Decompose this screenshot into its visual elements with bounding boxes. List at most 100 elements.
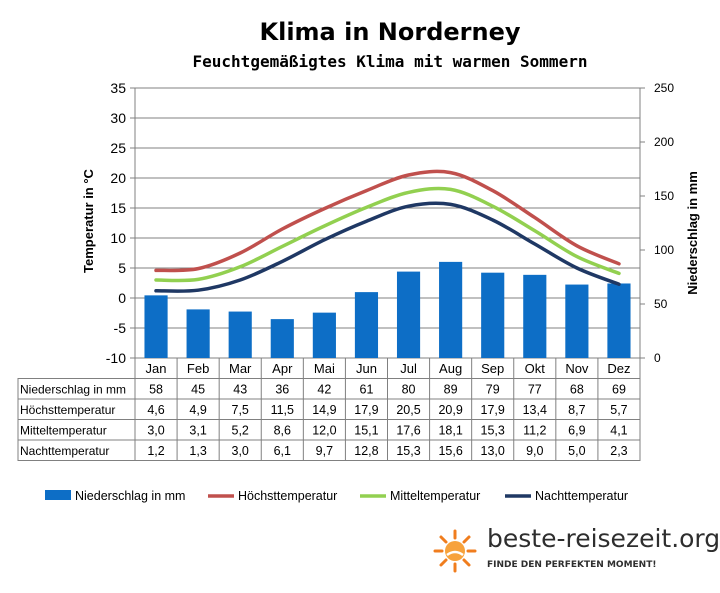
y-left-tick-label: 20: [110, 170, 126, 186]
precip-bar: [565, 284, 589, 358]
data-label: 2,3: [610, 444, 627, 458]
data-label: 11,5: [271, 403, 294, 417]
x-tick-label: Jun: [356, 361, 377, 376]
data-label: 3,0: [232, 444, 249, 458]
x-tick-label: Mai: [314, 361, 335, 376]
data-label: 20,5: [396, 403, 420, 417]
precip-bar: [354, 292, 379, 358]
x-tick-label: Jan: [146, 361, 167, 376]
data-label: 43: [233, 383, 247, 397]
data-label: 13,4: [523, 403, 547, 417]
brand-name: beste-reisezeit.org: [487, 524, 720, 553]
x-tick-label: Apr: [272, 361, 293, 376]
y-right-tick-label: 250: [654, 81, 674, 95]
data-label: 17,6: [396, 424, 420, 438]
y-left-tick-label: 10: [110, 230, 126, 246]
data-label: 12,0: [312, 424, 336, 438]
brand-slogan: FINDE DEN PERFEKTEN MOMENT!: [487, 560, 657, 570]
data-label: 5,2: [232, 424, 249, 438]
data-label: 9,7: [316, 444, 333, 458]
data-label: 9,0: [526, 444, 543, 458]
y-left-tick-label: 0: [118, 290, 126, 306]
brand-logo: beste-reisezeit.org FINDE DEN PERFEKTEN …: [432, 522, 720, 582]
x-tick-label: Jul: [400, 361, 417, 376]
data-label: 8,7: [568, 403, 585, 417]
data-label: 12,8: [354, 444, 378, 458]
data-label: 15,6: [438, 444, 462, 458]
y-left-tick-label: 35: [110, 80, 126, 96]
y-left-tick-label: -10: [106, 350, 126, 366]
y-left-tick-label: -5: [114, 320, 127, 336]
data-label: 69: [612, 383, 626, 397]
data-label: 6,9: [568, 424, 585, 438]
data-label: 14,9: [312, 403, 336, 417]
data-label: 8,6: [274, 424, 291, 438]
data-label: 7,5: [232, 403, 249, 417]
y-right-tick-label: 0: [654, 351, 661, 365]
x-tick-label: Aug: [439, 361, 462, 376]
data-label: 58: [149, 383, 163, 397]
series-line-mean: [154, 186, 621, 283]
y-left-axis-label: Temperatur in °C: [81, 168, 96, 273]
y-left-tick-label: 25: [110, 140, 126, 156]
data-label: 3,1: [189, 424, 206, 438]
legend-entry: Nachttemperatur: [535, 489, 628, 503]
legend-swatch: [45, 490, 71, 500]
y-right-axis-label: Niederschlag in mm: [685, 171, 700, 295]
data-label: 15,3: [396, 444, 420, 458]
page-title: Klima in Norderney: [259, 18, 521, 46]
table-row-label: Niederschlag in mm: [20, 383, 126, 397]
data-label: 17,9: [354, 403, 378, 417]
precip-bar: [439, 261, 463, 358]
table-row-label: Höchsttemperatur: [20, 403, 115, 417]
table-row-label: Nachttemperatur: [20, 444, 109, 458]
y-left-tick-label: 5: [118, 260, 126, 276]
data-label: 80: [402, 383, 416, 397]
page-subtitle: Feuchtgemäßigtes Klima mit warmen Sommer…: [192, 52, 588, 71]
data-label: 5,0: [568, 444, 585, 458]
data-label: 13,0: [481, 444, 505, 458]
precip-bar: [607, 283, 631, 358]
data-label: 61: [360, 383, 374, 397]
y-left-tick-label: 15: [110, 200, 126, 216]
legend-entry: Mitteltemperatur: [390, 489, 480, 503]
y-right-tick-label: 50: [654, 297, 668, 311]
data-label: 4,1: [610, 424, 627, 438]
precip-bar: [186, 309, 210, 358]
data-label: 5,7: [610, 403, 627, 417]
y-right-tick-label: 100: [654, 243, 674, 257]
data-label: 18,1: [438, 424, 462, 438]
data-label: 1,2: [147, 444, 164, 458]
x-tick-label: Dez: [607, 361, 630, 376]
y-right-tick-label: 200: [654, 135, 674, 149]
legend-entry: Höchsttemperatur: [238, 489, 337, 503]
sun-logo-icon: [433, 529, 477, 573]
data-label: 36: [275, 383, 289, 397]
data-label: 17,9: [481, 403, 505, 417]
precip-bar: [144, 295, 168, 358]
data-label: 45: [191, 383, 205, 397]
y-right-tick-label: 150: [654, 189, 674, 203]
data-label: 89: [444, 383, 458, 397]
data-label: 42: [317, 383, 331, 397]
x-tick-label: Mar: [229, 361, 252, 376]
legend-entry: Niederschlag in mm: [75, 489, 185, 503]
data-label: 1,3: [189, 444, 206, 458]
data-label: 77: [528, 383, 542, 397]
data-label: 11,2: [523, 424, 546, 438]
precip-bar: [523, 274, 547, 358]
precip-bar: [312, 312, 336, 358]
precip-bar: [228, 311, 252, 358]
x-tick-label: Nov: [565, 361, 589, 376]
data-label: 15,3: [481, 424, 505, 438]
x-tick-label: Feb: [187, 361, 209, 376]
x-tick-label: Sep: [481, 361, 504, 376]
data-label: 20,9: [438, 403, 462, 417]
series-line-low: [154, 201, 621, 293]
y-left-tick-label: 30: [110, 110, 126, 126]
data-label: 3,0: [147, 424, 164, 438]
precip-bar: [481, 272, 505, 358]
data-label: 79: [486, 383, 500, 397]
precip-bar: [270, 319, 294, 358]
